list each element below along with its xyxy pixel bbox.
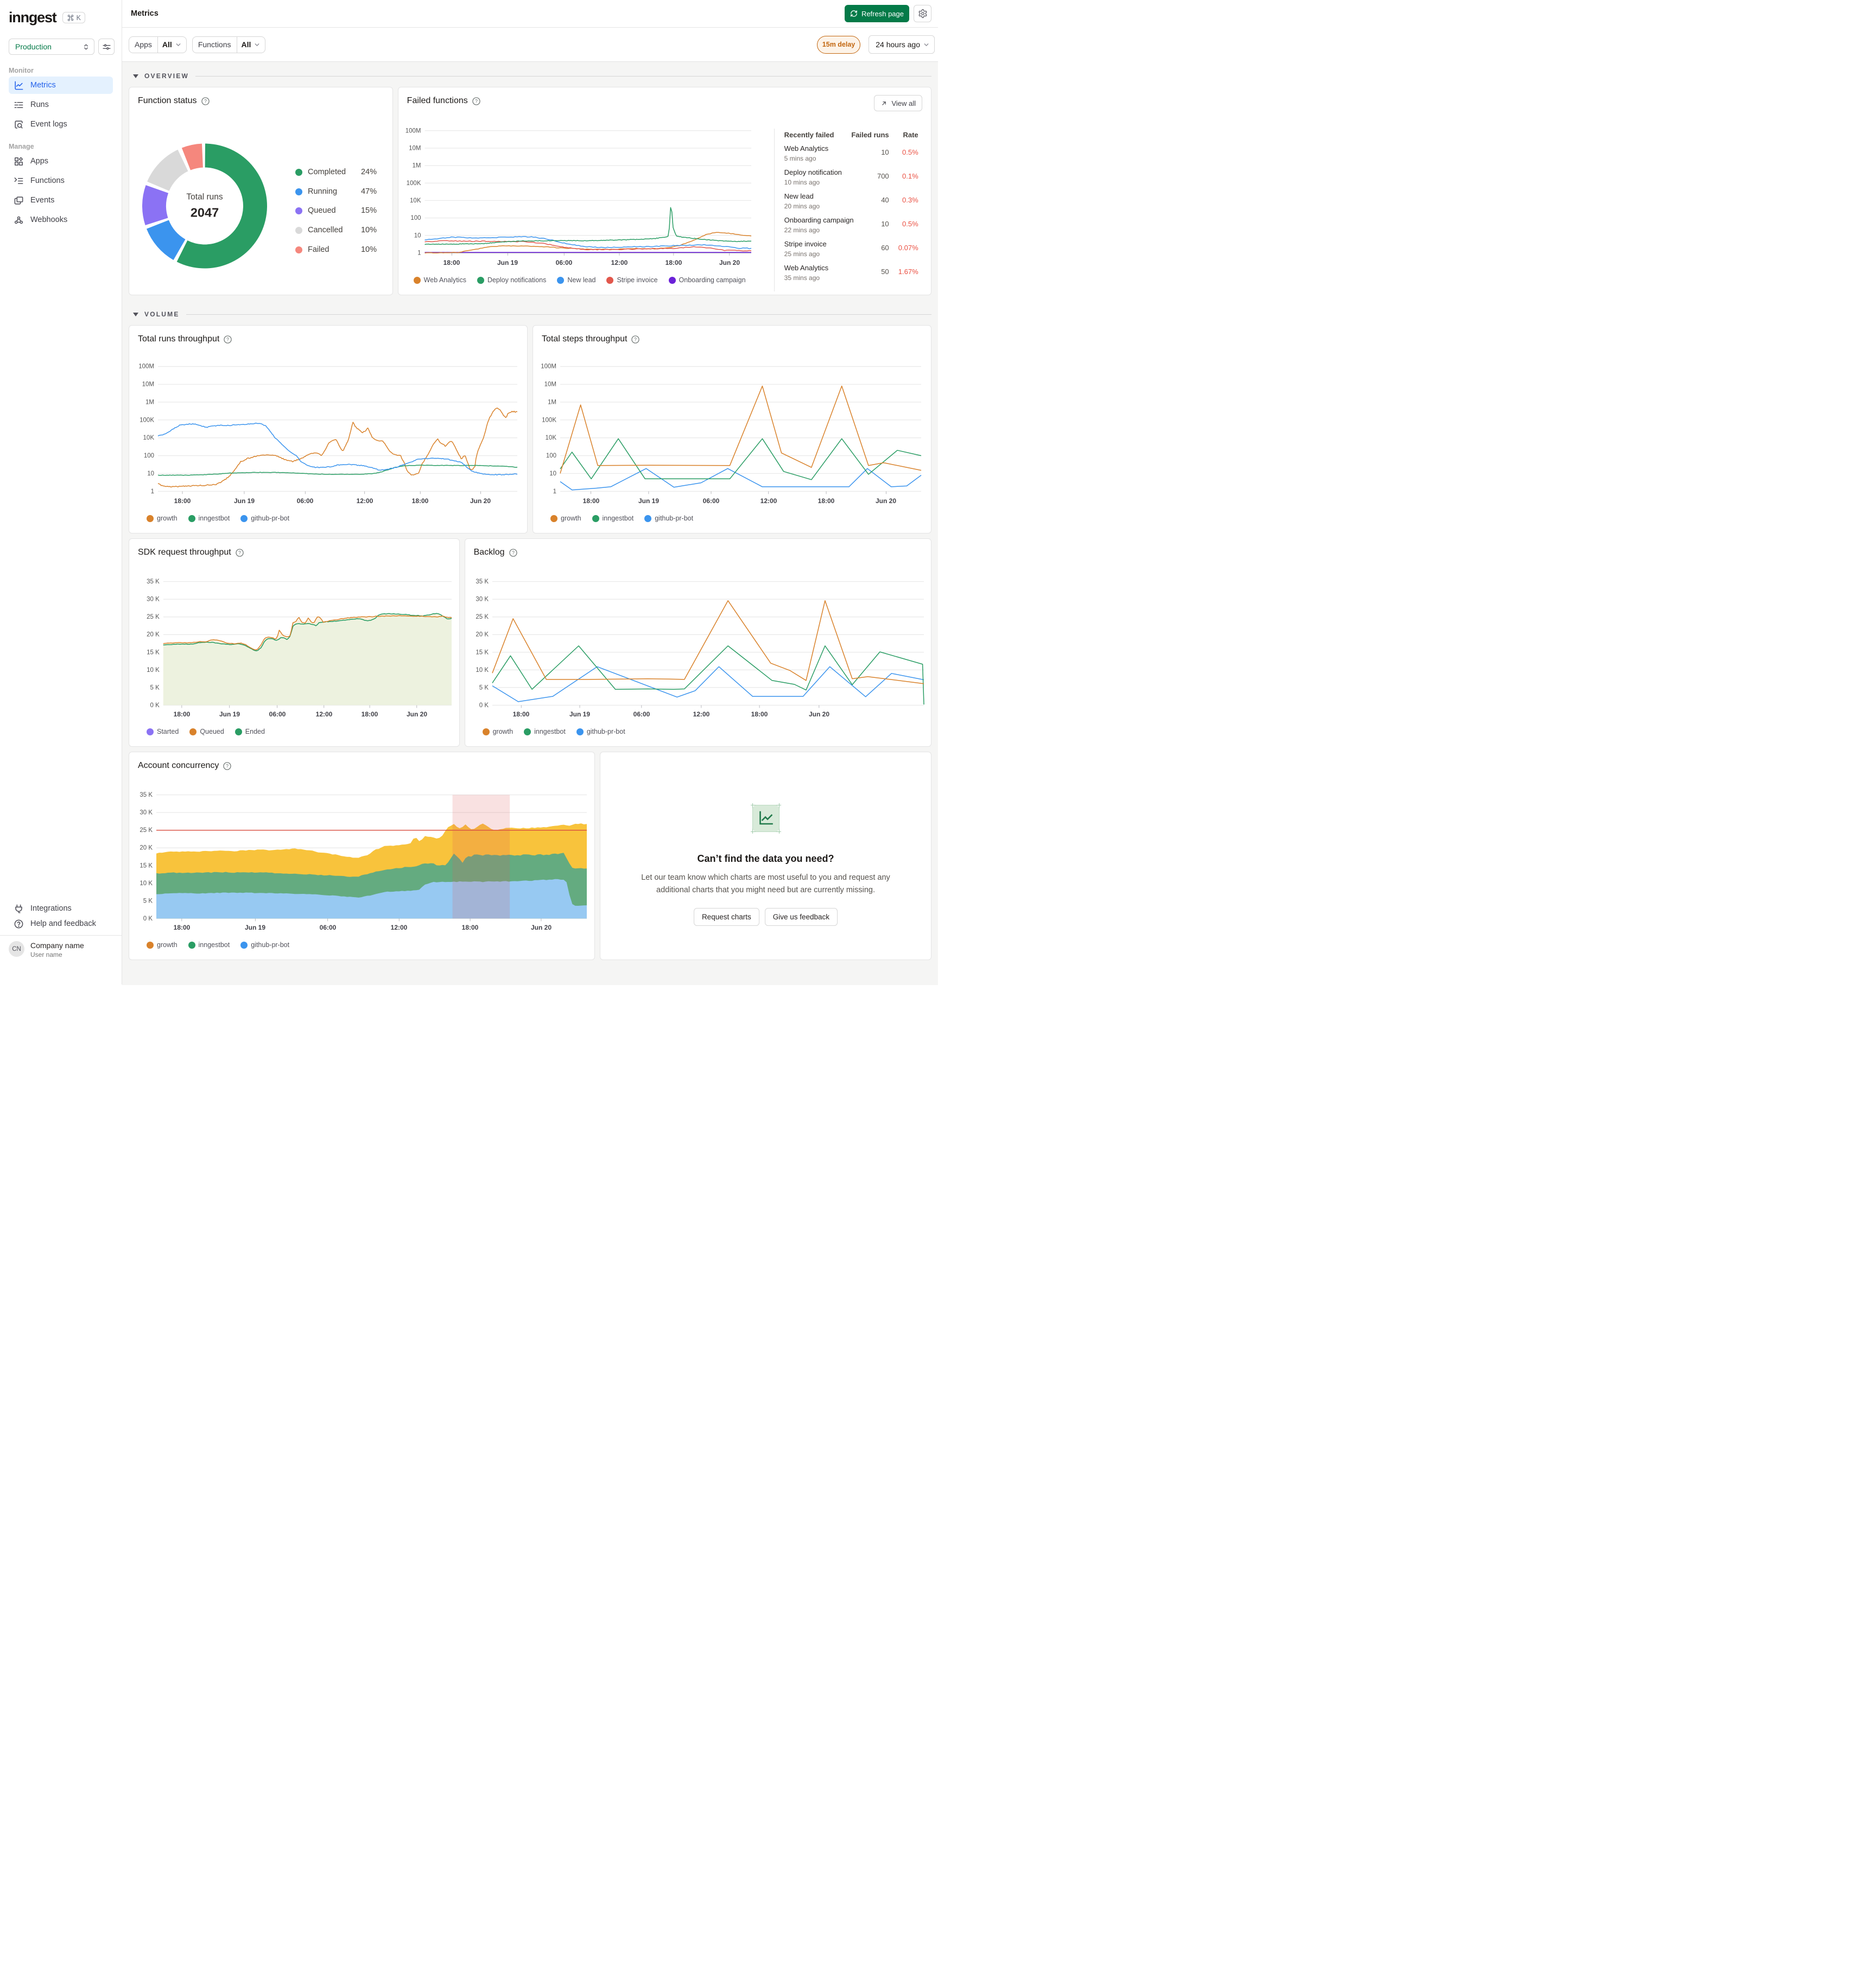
svg-text:18:00: 18:00 [362,710,378,718]
svg-text:35 K: 35 K [147,579,160,585]
svg-text:15 K: 15 K [140,862,153,869]
svg-text:1M: 1M [548,399,556,405]
svg-text:10 K: 10 K [476,667,489,674]
svg-text:Jun 20: Jun 20 [531,924,552,931]
svg-text:18:00: 18:00 [818,497,835,505]
svg-text:18:00: 18:00 [462,924,479,931]
svg-text:35 K: 35 K [140,792,153,798]
svg-text:06:00: 06:00 [703,497,720,505]
svg-text:12:00: 12:00 [391,924,408,931]
svg-text:100M: 100M [138,364,154,370]
svg-text:2047: 2047 [191,206,219,220]
svg-text:30 K: 30 K [140,810,153,816]
svg-text:25 K: 25 K [476,614,489,620]
svg-text:Total runs: Total runs [186,193,223,202]
svg-text:1: 1 [417,250,421,256]
svg-text:Jun 19: Jun 19 [497,259,518,266]
svg-text:100K: 100K [140,417,154,423]
svg-text:06:00: 06:00 [269,710,286,718]
svg-text:Jun 19: Jun 19 [569,710,590,718]
svg-text:06:00: 06:00 [320,924,337,931]
svg-text:Jun 19: Jun 19 [638,497,659,505]
svg-text:10: 10 [147,471,154,477]
svg-text:30 K: 30 K [147,596,160,603]
svg-text:?: ? [238,550,241,556]
svg-text:18:00: 18:00 [512,710,529,718]
svg-text:100: 100 [410,215,421,221]
svg-text:0 K: 0 K [479,702,489,709]
svg-text:5 K: 5 K [150,684,160,691]
svg-text:5 K: 5 K [143,898,153,904]
svg-text:20 K: 20 K [147,632,160,638]
svg-text:0 K: 0 K [143,916,153,922]
svg-text:Jun 19: Jun 19 [245,924,265,931]
svg-text:?: ? [226,337,229,342]
svg-text:?: ? [226,764,229,769]
svg-text:100M: 100M [541,364,556,370]
svg-text:1: 1 [553,488,556,495]
svg-text:10K: 10K [410,198,421,204]
svg-text:06:00: 06:00 [555,259,572,266]
svg-text:12:00: 12:00 [693,710,709,718]
svg-text:35 K: 35 K [476,579,489,585]
svg-text:12:00: 12:00 [760,497,777,505]
svg-text:30 K: 30 K [476,596,489,603]
svg-text:10K: 10K [143,435,155,441]
svg-text:1: 1 [151,488,154,495]
svg-text:10: 10 [549,471,556,477]
svg-text:100M: 100M [405,128,421,134]
svg-text:100K: 100K [542,417,556,423]
svg-text:25 K: 25 K [147,614,160,620]
svg-text:Jun 20: Jun 20 [470,497,491,505]
svg-text:15 K: 15 K [147,649,160,656]
svg-text:12:00: 12:00 [611,259,628,266]
svg-text:Jun 19: Jun 19 [219,710,240,718]
svg-text:18:00: 18:00 [174,710,191,718]
svg-text:10 K: 10 K [140,880,153,887]
svg-text:12:00: 12:00 [316,710,333,718]
svg-text:Jun 19: Jun 19 [234,497,255,505]
svg-text:?: ? [204,99,207,104]
svg-text:?: ? [634,337,637,342]
svg-text:Jun 20: Jun 20 [876,497,896,505]
svg-text:25 K: 25 K [140,827,153,834]
svg-text:10M: 10M [409,145,421,152]
svg-text:?: ? [512,550,515,556]
svg-text:06:00: 06:00 [297,497,314,505]
svg-text:18:00: 18:00 [174,497,191,505]
svg-text:18:00: 18:00 [583,497,600,505]
svg-text:5 K: 5 K [479,684,489,691]
svg-text:18:00: 18:00 [751,710,768,718]
svg-text:?: ? [475,99,478,104]
svg-text:100K: 100K [406,180,421,187]
svg-text:Jun 20: Jun 20 [719,259,740,266]
svg-text:Jun 20: Jun 20 [407,710,427,718]
svg-text:100: 100 [546,453,556,459]
svg-text:1M: 1M [412,163,421,169]
svg-text:10K: 10K [546,435,557,441]
svg-text:10: 10 [414,232,421,239]
svg-text:10M: 10M [142,382,154,388]
svg-text:18:00: 18:00 [412,497,429,505]
svg-text:Jun 20: Jun 20 [809,710,829,718]
svg-text:20 K: 20 K [476,632,489,638]
svg-text:10M: 10M [544,382,556,388]
svg-text:15 K: 15 K [476,649,489,656]
svg-text:10 K: 10 K [147,667,160,674]
svg-text:20 K: 20 K [140,845,153,852]
svg-text:0 K: 0 K [150,702,160,709]
svg-text:18:00: 18:00 [665,259,682,266]
svg-text:100: 100 [144,453,154,459]
svg-text:18:00: 18:00 [443,259,460,266]
svg-text:06:00: 06:00 [633,710,650,718]
svg-text:18:00: 18:00 [174,924,191,931]
svg-text:1M: 1M [145,399,154,405]
svg-text:12:00: 12:00 [357,497,373,505]
